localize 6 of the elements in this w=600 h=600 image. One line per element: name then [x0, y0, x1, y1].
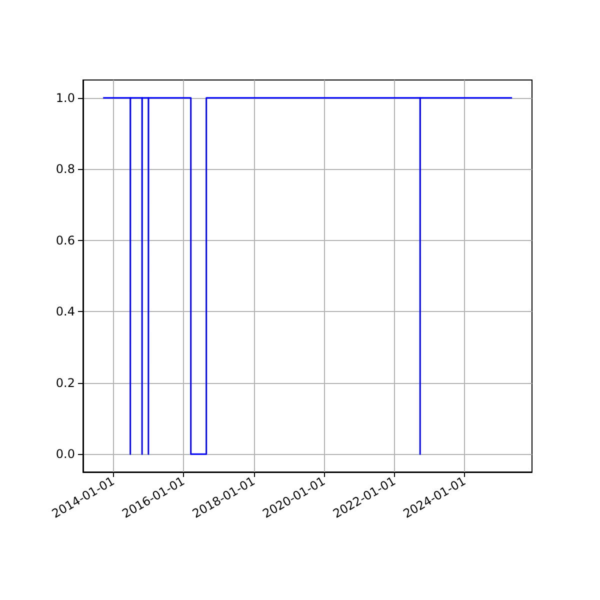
y-tick-label: 0.4 — [56, 304, 75, 319]
y-tick-label: 0.8 — [56, 162, 75, 176]
y-tick-label: 1.0 — [56, 90, 75, 105]
y-tick-label: 0.0 — [56, 447, 75, 462]
y-tick-label: 0.2 — [56, 376, 75, 390]
y-tick-label: 0.6 — [56, 233, 75, 248]
